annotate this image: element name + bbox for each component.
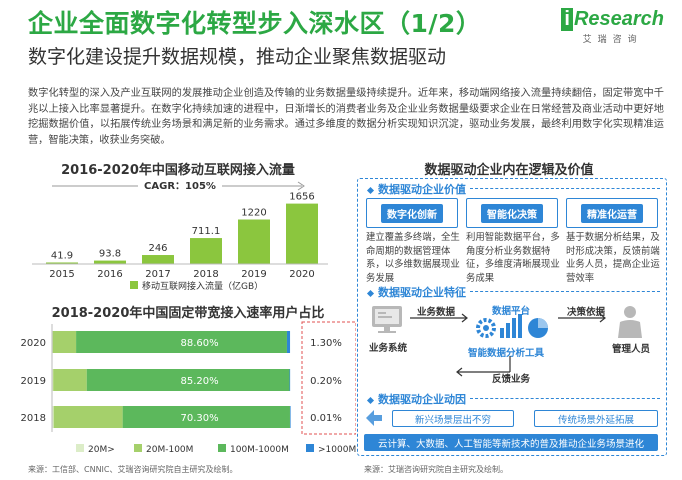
decision-basis-label: 决策依据	[567, 307, 606, 318]
legend-swatch-3	[306, 444, 314, 452]
segment-2019-1	[53, 369, 87, 391]
motive-section-line	[470, 398, 660, 399]
value-box-decision: 智能化决策	[466, 198, 558, 228]
chart1-title: 2016-2020年中国移动互联网接入流量	[61, 163, 295, 178]
segment-2019-2	[86, 369, 290, 391]
feedback-label: 反馈业务	[492, 374, 531, 385]
bar-2020	[286, 203, 318, 264]
motive-new-scenes: 新兴场景层出不穷	[392, 410, 514, 427]
segment-2018-2	[122, 406, 290, 428]
bar-2015	[46, 262, 78, 264]
value-desc-innovation: 建立覆盖多终端，全生命周期的数据管理体系，以多维数据展现业务发展	[366, 232, 460, 284]
feature-section-line	[470, 291, 660, 292]
value-label-2016: 93.8	[99, 249, 121, 260]
outer-label-2020: 1.30%	[310, 338, 342, 349]
highlight-box	[301, 321, 356, 435]
segment-2018-3	[289, 406, 291, 428]
intro-paragraph: 数字化转型的深入及产业互联网的发展推动企业创造及传输的业务数据量级持续提升。近年…	[28, 88, 664, 146]
motive-arrows-icon	[366, 410, 382, 426]
legend-label: 移动互联网接入流量（亿GB）	[142, 280, 263, 292]
logic-frame	[357, 178, 667, 456]
page-title: 企业全面数字化转型步入深水区（1/2）	[28, 9, 482, 38]
motive-traditional-scenes: 传统场景外延拓展	[534, 410, 658, 427]
pie-chart-icon	[528, 318, 548, 338]
segment-2019-0	[52, 369, 54, 391]
value-label-2017: 246	[148, 243, 167, 254]
row-label-2019: 2019	[21, 376, 46, 387]
tick-label-2019: 2019	[241, 269, 266, 280]
feature-diagram	[372, 306, 642, 377]
person-icon	[618, 306, 642, 338]
legend-swatch	[130, 281, 138, 289]
inner-label-2020: 88.60%	[180, 338, 218, 349]
value-box-operation: 精准化运营	[566, 198, 658, 228]
feature-section-head: 数据驱动企业特征	[368, 284, 466, 300]
gear-icon	[476, 318, 496, 338]
value-section-head: 数据驱动企业价值	[368, 181, 466, 197]
page-subtitle: 数字化建设提升数据规模，推动企业聚焦数据驱动	[28, 46, 447, 68]
cagr-annotation: CAGR：105%	[144, 181, 216, 192]
cagr-arrow	[297, 181, 305, 191]
value-section-line	[470, 188, 660, 189]
mobile-traffic-chart: CAGR：105% 41.9 2015 93.8 2016 246 2017 711.1 201…	[32, 181, 328, 292]
value-label-decision: 智能化决策	[481, 203, 543, 223]
segment-2018-0	[52, 406, 54, 428]
tick-label-2017: 2017	[145, 269, 170, 280]
bar-chart-icon	[500, 314, 522, 338]
tick-label-2018: 2018	[193, 269, 218, 280]
legend-swatch-0	[76, 444, 84, 452]
logo-subtitle: 艾瑞咨询	[582, 35, 643, 45]
logo-mark: i	[561, 8, 573, 31]
inner-label-2018: 70.30%	[180, 413, 218, 424]
value-label-operation: 精准化运营	[581, 203, 643, 223]
logo-word: Research	[573, 8, 664, 30]
legend-label-0: 20M>	[88, 445, 115, 455]
chart2-title: 2018-2020年中国固定带宽接入速率用户占比	[51, 306, 325, 321]
segment-2018-1	[53, 406, 123, 428]
segment-2020-3	[286, 331, 291, 353]
managers-label: 管理人员	[612, 344, 651, 355]
legend-swatch-2	[218, 444, 226, 452]
legend-label-2: 100M-1000M	[230, 445, 289, 455]
row-label-2018: 2018	[21, 413, 46, 424]
tick-label-2016: 2016	[97, 269, 122, 280]
legend-label-1: 20M-100M	[146, 445, 193, 455]
value-label-innovation: 数字化创新	[381, 203, 443, 223]
value-label-2020: 1656	[289, 192, 314, 203]
computer-icon	[372, 306, 402, 333]
value-desc-decision: 利用智能数据平台，多角度分析业务数据特征，多维度清晰展现业务成果	[466, 232, 560, 284]
outer-label-2018: 0.01%	[310, 413, 342, 424]
segment-2020-2	[76, 331, 287, 353]
bar-2019	[238, 219, 270, 264]
broadband-speed-chart: 2020 88.60% 1.30% 2019 85.20% 0.20% 2018 70.30%…	[21, 321, 356, 455]
logic-title: 数据驱动企业内在逻辑及价值	[424, 163, 594, 178]
value-label-2015: 41.9	[51, 250, 73, 261]
business-data-label: 业务数据	[417, 307, 456, 318]
row-label-2020: 2020	[21, 338, 46, 349]
bar-2017	[142, 255, 174, 264]
tick-label-2015: 2015	[49, 269, 74, 280]
source-right: 来源：艾瑞咨询研究院自主研究及绘制。	[364, 465, 508, 474]
arrow-icon	[410, 313, 606, 377]
iresearch-logo: i Research 艾瑞咨询	[561, 8, 664, 45]
bar-2016	[94, 260, 126, 264]
value-desc-operation: 基于数据分析结果，及时形成决策，反馈前端业务人员，提高企业运营效率	[566, 232, 660, 284]
value-label-2019: 1220	[241, 208, 266, 219]
legend-swatch-1	[134, 444, 142, 452]
motive-banner: 云计算、大数据、人工智能等新技术的普及推动企业务场景进化	[364, 434, 658, 451]
motive-section-head: 数据驱动企业动因	[368, 391, 466, 407]
value-box-innovation: 数字化创新	[366, 198, 458, 228]
source-left: 来源：工信部、CNNIC、艾瑞咨询研究院自主研究及绘制。	[28, 465, 238, 474]
bar-2018	[190, 238, 222, 264]
inner-label-2019: 85.20%	[180, 376, 218, 387]
tick-label-2020: 2020	[289, 269, 314, 280]
data-platform-label: 数据平台	[492, 306, 531, 317]
legend-label-3: >1000M	[318, 445, 356, 455]
segment-2019-3	[289, 369, 291, 391]
business-system-label: 业务系统	[369, 343, 408, 354]
segment-2020-1	[52, 331, 77, 353]
outer-label-2019: 0.20%	[310, 376, 342, 387]
value-label-2018: 711.1	[192, 226, 221, 237]
analysis-tools-label: 智能数据分析工具	[468, 348, 545, 359]
